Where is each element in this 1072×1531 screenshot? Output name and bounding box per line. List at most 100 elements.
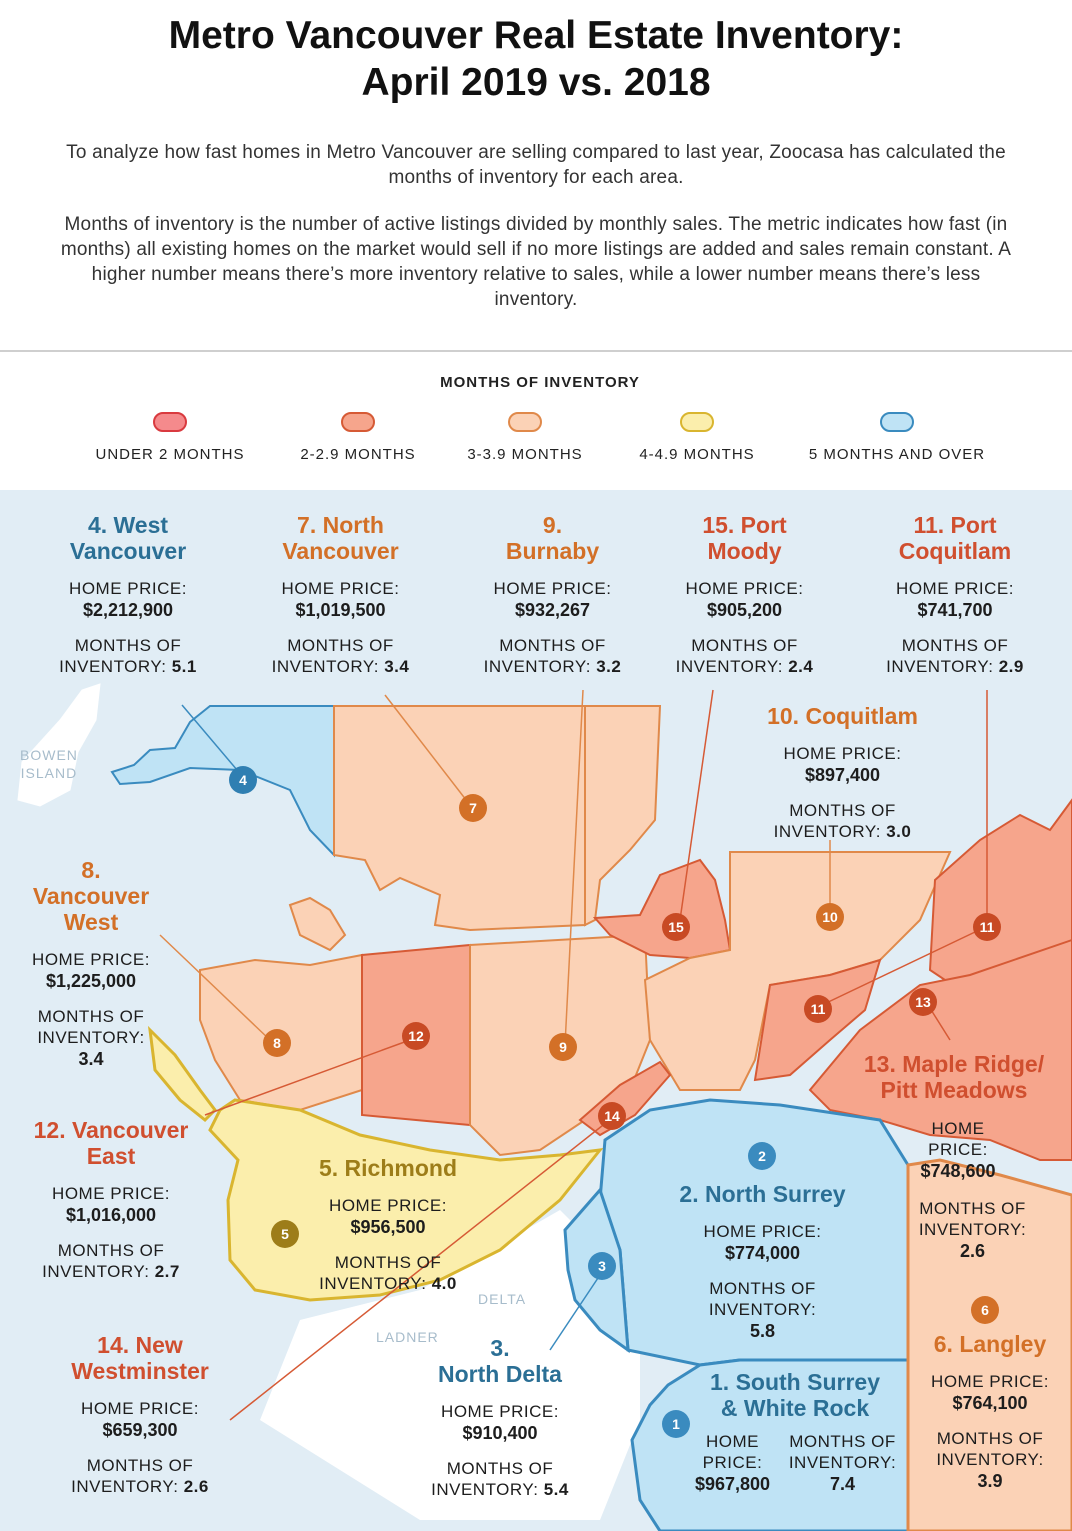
home-price: $1,225,000 [45, 971, 137, 991]
months-line: INVENTORY: 3.0 [745, 821, 940, 842]
label-south-surrey-months: MONTHS OF INVENTORY: 7.4 [780, 1431, 905, 1495]
caption: MONTHS OF [789, 801, 896, 820]
caption: HOME PRICE: [69, 579, 187, 598]
marker-3[interactable]: 3 [588, 1252, 616, 1280]
map-shapes [0, 490, 1072, 1531]
caption: HOME [706, 1432, 759, 1451]
caption: INVENTORY: [71, 1477, 179, 1496]
legend-item-5-and-over: 5 MONTHS AND OVER [797, 412, 997, 464]
intro-paragraph-1: To analyze how fast homes in Metro Vanco… [66, 142, 1006, 188]
legend: MONTHS OF INVENTORY UNDER 2 MONTHS 2-2.9… [0, 352, 1072, 490]
marker-6[interactable]: 6 [971, 1296, 999, 1324]
caption: PRICE: [928, 1140, 988, 1159]
months-line: INVENTORY: 4.0 [298, 1273, 478, 1294]
label-north-surrey: 2. North Surrey HOME PRICE: $774,000 MON… [655, 1181, 870, 1342]
caption: HOME PRICE: [493, 579, 612, 598]
caption: HOME PRICE: [281, 579, 400, 598]
land-south-delta [260, 1210, 640, 1520]
region-name: Westminster [71, 1358, 209, 1384]
leader-9 [564, 689, 584, 1046]
label-north-vancouver: 7. North Vancouver HOME PRICE: $1,019,50… [258, 512, 423, 677]
leader-7 [384, 694, 471, 806]
legend-label: 3-3.9 MONTHS [467, 446, 583, 463]
marker-10[interactable]: 10 [816, 903, 844, 931]
caption: MONTHS OF [499, 636, 606, 655]
marker-4[interactable]: 4 [229, 766, 257, 794]
title-line-2: April 2019 vs. 2018 [361, 61, 711, 104]
home-price: $910,400 [462, 1423, 538, 1443]
legend-title: MONTHS OF INVENTORY [440, 374, 640, 391]
label-burnaby: 9. Burnaby HOME PRICE: $932,267 MONTHS O… [465, 512, 640, 677]
region-richmond [208, 1098, 604, 1302]
leader-4 [181, 704, 244, 778]
marker-11b[interactable]: 11 [804, 995, 832, 1023]
caption: INVENTORY: [773, 822, 881, 841]
months-line: INVENTORY: 2.9 [870, 656, 1040, 677]
marker-15[interactable]: 15 [662, 913, 690, 941]
marker-2[interactable]: 2 [748, 1142, 776, 1170]
region-name: East [86, 1143, 136, 1169]
months-value: 5.1 [171, 657, 197, 676]
home-price: $956,500 [350, 1217, 426, 1237]
legend-label: UNDER 2 MONTHS [95, 446, 245, 463]
region-coquitlam [643, 851, 952, 1091]
home-price: $2,212,900 [82, 600, 174, 620]
label-richmond: 5. Richmond HOME PRICE: $956,500 MONTHS … [298, 1155, 478, 1294]
leader-12 [204, 1039, 411, 1116]
legend-item-under-2: UNDER 2 MONTHS [70, 412, 270, 464]
legend-item-3-to-3.9: 3-3.9 MONTHS [425, 412, 625, 464]
marker-1[interactable]: 1 [662, 1410, 690, 1438]
months-value: 2.9 [998, 657, 1024, 676]
marker-7[interactable]: 7 [459, 794, 487, 822]
months-line: INVENTORY: 2.6 [40, 1476, 240, 1497]
caption: INVENTORY: [675, 657, 783, 676]
caption: MONTHS OF [789, 1432, 896, 1451]
stanley-park [288, 896, 347, 952]
region-name: Coquitlam [898, 538, 1012, 564]
marker-13[interactable]: 13 [909, 988, 937, 1016]
caption: HOME PRICE: [931, 1372, 1049, 1391]
region-name: Vancouver [32, 883, 150, 909]
label-south-surrey-price: HOME PRICE: $967,800 [680, 1431, 785, 1495]
region-name: 9. [542, 512, 563, 538]
leader-15 [679, 689, 714, 921]
months-value: 2.7 [154, 1262, 180, 1281]
marker-14[interactable]: 14 [598, 1102, 626, 1130]
marker-5[interactable]: 5 [271, 1220, 299, 1248]
home-price: $967,800 [694, 1474, 771, 1494]
region-langley [906, 1158, 1072, 1531]
land-north-shore [0, 490, 1072, 700]
region-name: Moody [707, 538, 782, 564]
legend-swatch [880, 412, 914, 432]
marker-12[interactable]: 12 [402, 1022, 430, 1050]
legend-swatch [341, 412, 375, 432]
caption: HOME PRICE: [32, 950, 150, 969]
sea-island [147, 1025, 217, 1123]
caption: MONTHS OF [936, 1429, 1044, 1448]
place-text: BOWEN [20, 747, 78, 763]
months-line: INVENTORY: 3.2 [465, 656, 640, 677]
marker-11a[interactable]: 11 [973, 913, 1001, 941]
region-name: 14. New [97, 1332, 183, 1358]
caption: MONTHS OF [74, 636, 182, 655]
months-line: INVENTORY: 5.1 [48, 656, 208, 677]
region-name: 12. Vancouver [33, 1117, 189, 1143]
caption: INVENTORY: [708, 1300, 817, 1319]
region-name: 8. [81, 857, 101, 883]
region-name: 5. Richmond [318, 1155, 457, 1181]
place-text: ISLAND [20, 765, 78, 781]
label-west-vancouver: 4. West Vancouver HOME PRICE: $2,212,900… [48, 512, 208, 677]
legend-swatch [153, 412, 187, 432]
marker-8[interactable]: 8 [263, 1029, 291, 1057]
marker-9[interactable]: 9 [549, 1033, 577, 1061]
place-ladner: LADNER [376, 1329, 439, 1345]
home-price: $897,400 [804, 765, 881, 785]
home-price: $905,200 [706, 600, 783, 620]
caption: HOME PRICE: [896, 579, 1014, 598]
header: Metro Vancouver Real Estate Inventory: A… [0, 0, 1072, 352]
region-name: 11. Port [913, 512, 997, 538]
caption: HOME [931, 1119, 985, 1138]
caption: MONTHS OF [57, 1241, 165, 1260]
intro-paragraph-2: Months of inventory is the number of act… [60, 214, 1012, 310]
label-north-delta: 3. North Delta HOME PRICE: $910,400 MONT… [415, 1335, 585, 1500]
